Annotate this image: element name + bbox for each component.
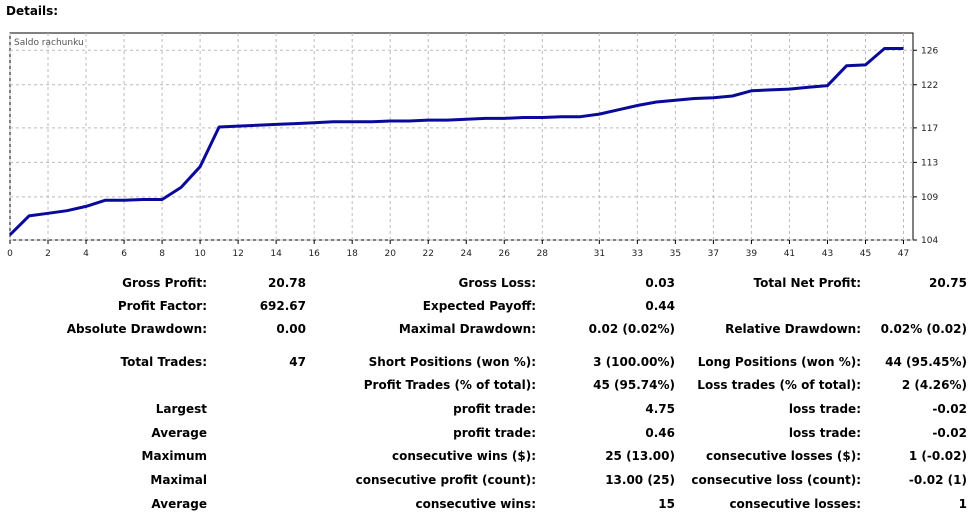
x-tick-label: 33 [632,249,643,259]
y-tick-label: 104 [921,236,938,246]
x-tick-label: 45 [860,249,871,259]
chart-title: Saldo rachunku [14,38,84,48]
x-tick-label: 6 [121,249,127,259]
x-tick-label: 24 [461,249,473,259]
stat-value2-row-7: 25 (13.00) [605,449,675,463]
stat-label2-row-4: Profit Trades (% of total): [363,378,536,392]
stat-label-row-3: Total Trades: [120,355,207,369]
stat-value-row-0: 20.78 [268,276,306,290]
stat-value3-row-3: 44 (95.45%) [885,355,967,369]
balance-line [8,47,904,236]
stat-value2-row-4: 45 (95.74%) [593,378,675,392]
stat-value2-row-0: 0.03 [645,276,675,290]
stat-value3-row-9: 1 [958,497,967,511]
stat-label3-row-2: Relative Drawdown: [725,322,861,336]
stat-value2-row-1: 0.44 [645,299,675,313]
y-tick-label: 113 [921,158,938,168]
y-axis: 104 109 113 117 122 126 [913,46,938,246]
stat-value2-row-3: 3 (100.00%) [593,355,675,369]
plot-area [9,32,914,241]
stat-value3-row-5: -0.02 [932,402,967,416]
x-tick-label: 41 [784,249,795,259]
x-tick-label: 20 [384,249,396,259]
stat-label3-row-8: consecutive loss (count): [691,473,861,487]
stat-label-row-2: Absolute Drawdown: [66,322,207,336]
stat-value2-row-6: 0.46 [645,426,675,440]
stat-label2-row-2: Maximal Drawdown: [398,322,536,336]
x-tick-label: 12 [232,249,243,259]
x-tick-label: 47 [898,249,909,259]
x-tick-label: 43 [822,249,833,259]
x-tick-label: 14 [270,249,282,259]
stat-label2-row-5: profit trade: [453,402,536,416]
stat-value2-row-9: 15 [658,497,675,511]
x-tick-label: 0 [7,249,13,259]
x-tick-label: 39 [746,249,758,259]
stat-label2-row-9: consecutive wins: [415,497,536,511]
x-axis: 0 2 4 6 8 10 12 14 16 18 20 22 24 26 28 31 33 35 37 39 41 43 4… [7,240,909,259]
x-tick-label: 22 [423,249,434,259]
x-tick-label: 26 [499,249,511,259]
stat-label-row-8: Maximal [150,473,207,487]
stat-label3-row-7: consecutive losses ($): [705,449,861,463]
x-tick-label: 4 [83,249,89,259]
stat-label2-row-0: Gross Loss: [458,276,536,290]
x-tick-label: 18 [346,249,358,259]
stat-label2-row-8: consecutive profit (count): [355,473,536,487]
stat-value3-row-4: 2 (4.26%) [901,378,967,392]
stat-value3-row-0: 20.75 [929,276,967,290]
x-tick-label: 31 [594,249,605,259]
stat-label-row-9: Average [151,497,207,511]
stat-label3-row-6: loss trade: [788,426,861,440]
details-heading: Details: [6,4,59,18]
stat-label-row-1: Profit Factor: [117,299,207,313]
y-tick-label: 126 [921,46,938,56]
stat-value2-row-8: 13.00 (25) [605,473,675,487]
stat-label3-row-9: consecutive losses: [729,497,861,511]
y-tick-label: 122 [921,81,938,91]
stat-value-row-3: 47 [289,355,306,369]
stat-value-row-1: 692.67 [259,299,306,313]
x-tick-label: 16 [308,249,320,259]
y-tick-label: 109 [921,193,938,203]
stat-label2-row-7: consecutive wins ($): [391,449,536,463]
x-tick-label: 35 [670,249,681,259]
stat-value3-row-6: -0.02 [932,426,967,440]
stat-label-row-5: Largest [155,402,207,416]
stat-label2-row-1: Expected Payoff: [422,299,536,313]
stat-label2-row-3: Short Positions (won %): [368,355,536,369]
x-tick-label: 28 [537,249,549,259]
x-tick-label: 2 [45,249,51,259]
stat-value3-row-7: 1 (-0.02) [908,449,967,463]
x-tick-label: 10 [194,249,206,259]
stat-value2-row-5: 4.75 [645,402,675,416]
stat-label-row-0: Gross Profit: [122,276,207,290]
stat-label2-row-6: profit trade: [453,426,536,440]
balance-chart: 0 2 4 6 8 10 12 14 16 18 20 22 24 26 28 31 33 35 37 39 41 43 4… [7,32,938,259]
stat-value3-row-8: -0.02 (1) [908,473,967,487]
stat-label3-row-4: Loss trades (% of total): [697,378,861,392]
stat-label3-row-0: Total Net Profit: [753,276,861,290]
stat-value3-row-2: 0.02% (0.02) [880,322,967,336]
stat-label3-row-5: loss trade: [788,402,861,416]
stat-label-row-7: Maximum [141,449,207,463]
x-tick-label: 8 [159,249,165,259]
stat-label-row-6: Average [151,426,207,440]
x-tick-label: 37 [708,249,719,259]
y-tick-label: 117 [921,124,938,134]
grid [9,33,913,241]
stat-label3-row-3: Long Positions (won %): [697,355,861,369]
stat-value-row-2: 0.00 [276,322,306,336]
stat-value2-row-2: 0.02 (0.02%) [588,322,675,336]
